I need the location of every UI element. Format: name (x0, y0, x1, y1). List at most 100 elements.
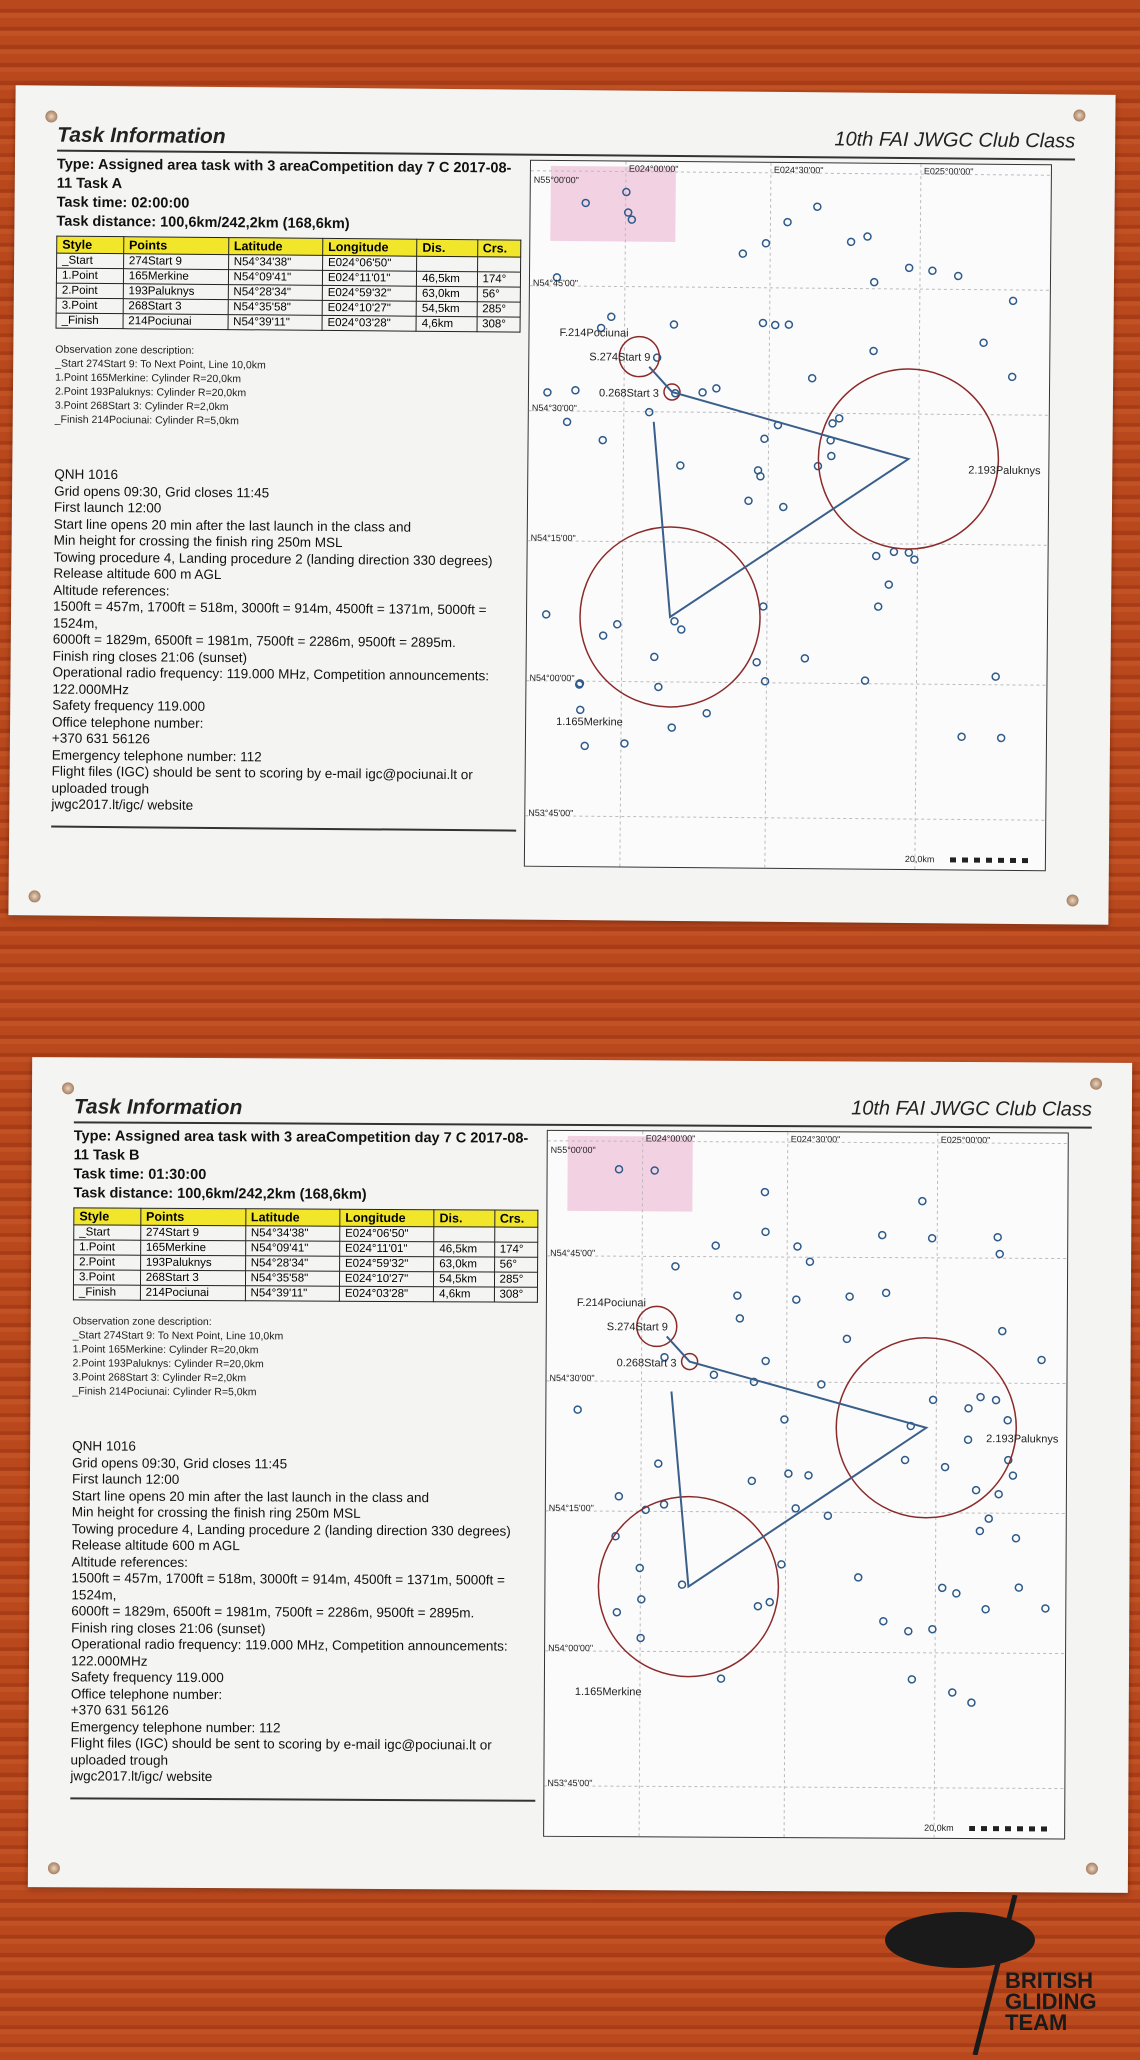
task-distance: Task distance: 100,6km/242,2km (168,6km) (56, 213, 350, 233)
waypoint-marker (805, 1257, 815, 1266)
observation-zone-description: Observation zone description: _Start 274S… (55, 343, 521, 431)
note-line: Operational radio frequency: 119.000 MHz… (70, 1636, 508, 1669)
grid-line (545, 1510, 1066, 1515)
waypoint-marker (904, 263, 914, 273)
scale-label: 20,0km (924, 1822, 954, 1833)
waypoint-marker (711, 1241, 720, 1250)
note-line: Flight files (IGC) should be sent to sco… (51, 763, 473, 796)
table-cell: 268Start 3 (122, 298, 228, 315)
waypoint-marker (1008, 1471, 1018, 1480)
event-title: 10th FAI JWGC Club Class (834, 128, 1076, 153)
grid-line (619, 161, 627, 867)
waypoint-label: 2.193Paluknys (968, 464, 1041, 478)
waypoint-marker (952, 1589, 961, 1598)
waypoint-marker (994, 1489, 1003, 1499)
waypoint-marker (758, 318, 768, 328)
waypoint-marker (784, 1469, 793, 1478)
grid-line (545, 1650, 1066, 1655)
pushpin (47, 1862, 60, 1875)
turnpoint-table: Style Points Latitude Longitude Dis. Crs. _Sta… (56, 236, 522, 333)
zone-finish (618, 335, 661, 378)
table-cell: E024°03'28" (321, 315, 417, 332)
grid-line (638, 1131, 644, 1837)
waypoint-marker (637, 1595, 646, 1604)
scale-bar (969, 1826, 1050, 1832)
waypoint-marker (777, 1560, 786, 1569)
table-header: Style (73, 1207, 141, 1226)
waypoint-marker (780, 1415, 789, 1424)
waypoint-marker (623, 208, 633, 217)
waypoint-marker (928, 1395, 938, 1405)
event-title: 10th FAI JWGC Club Class (851, 1097, 1092, 1121)
task-details-column: Type: Assigned area task with 3 areaComp… (70, 1127, 539, 1802)
waypoint-marker (574, 680, 584, 689)
waypoint-marker (910, 555, 919, 564)
task-sheet: Task Information 10th FAI JWGC Club Clas… (27, 1057, 1133, 1893)
table-cell: N54°34'38" (228, 254, 323, 271)
table-cell: E024°59'32" (322, 285, 417, 302)
waypoint-marker (761, 239, 771, 248)
lon-label: E024°30'00" (773, 164, 824, 176)
grid-line (544, 1785, 1065, 1790)
waypoint-marker (991, 672, 1000, 681)
waypoint-marker (900, 1455, 910, 1465)
waypoint-marker (650, 652, 659, 662)
waypoint-marker (770, 320, 780, 330)
waypoint-marker (702, 708, 711, 718)
grid-line (526, 680, 1047, 686)
waypoint-marker (853, 1573, 863, 1582)
oz-line: _Finish 214Pociunai: Cylinder R=5,0km (54, 413, 239, 428)
table-cell: 285° (476, 301, 521, 318)
airspace-area (550, 165, 676, 242)
table-cell: E024°10'27" (339, 1271, 434, 1287)
waypoint-marker (948, 1688, 957, 1697)
waypoint-marker (716, 1674, 726, 1683)
pushpin (1085, 1862, 1098, 1875)
waypoint-marker (998, 1326, 1007, 1336)
table-cell: 54,5km (416, 301, 477, 317)
waypoint-marker (869, 277, 879, 287)
waypoint-marker (644, 407, 654, 417)
waypoint-marker (709, 1370, 719, 1380)
table-cell: 3.Point (73, 1269, 141, 1286)
waypoint-marker (823, 1511, 833, 1520)
lon-label: E025°00'00" (923, 166, 974, 177)
table-cell: 54,5km (433, 1271, 495, 1288)
lat-label: N54°30'00" (531, 402, 577, 414)
lat-label: N55°00'00" (550, 1144, 596, 1156)
waypoint-label: 0.268Start 3 (598, 387, 659, 400)
grid-line (764, 162, 772, 868)
zone-start3 (680, 1352, 699, 1371)
task-summary: Type: Assigned area task with 3 areaComp… (73, 1127, 538, 1205)
note-line: jwgc2017.lt/igc/ website (70, 1768, 213, 1785)
waypoint-marker (904, 548, 914, 557)
waypoint-marker (928, 266, 937, 275)
lat-label: N53°45'00" (528, 807, 574, 819)
grid-line (530, 170, 1051, 176)
waypoint-marker (993, 1232, 1002, 1242)
grid-line (547, 1255, 1068, 1260)
table-cell: 214Pociunai (140, 1285, 246, 1301)
waypoint-marker (738, 249, 748, 258)
zone-paluknys (835, 1337, 1018, 1519)
pushpin (1066, 894, 1079, 907)
glider-logo-icon (885, 1894, 1035, 2056)
waypoint-label: 0.268Start 3 (616, 1357, 677, 1370)
grid-line (527, 540, 1048, 546)
task-summary: Type: Assigned area task with 3 areaComp… (56, 156, 522, 236)
waypoint-marker (918, 1196, 927, 1206)
lat-label: N54°15'00" (548, 1502, 594, 1514)
waypoint-marker (1037, 1355, 1046, 1365)
task-distance: Task distance: 100,6km/242,2km (168,6km) (73, 1185, 367, 1203)
table-header: Style (56, 236, 124, 254)
table-cell: 308° (476, 316, 521, 333)
divider (51, 825, 517, 832)
table-cell: E024°03'28" (339, 1286, 434, 1302)
waypoint-label: S.274Start 9 (589, 351, 651, 364)
waypoint-marker (581, 198, 590, 208)
waypoint-marker (760, 677, 770, 686)
turnpoint-table: Style Points Latitude Longitude Dis. Crs. _Sta… (73, 1207, 538, 1303)
waypoint-marker (749, 1377, 759, 1387)
scale-bar (949, 857, 1030, 864)
lat-label: N54°00'00" (529, 672, 575, 684)
